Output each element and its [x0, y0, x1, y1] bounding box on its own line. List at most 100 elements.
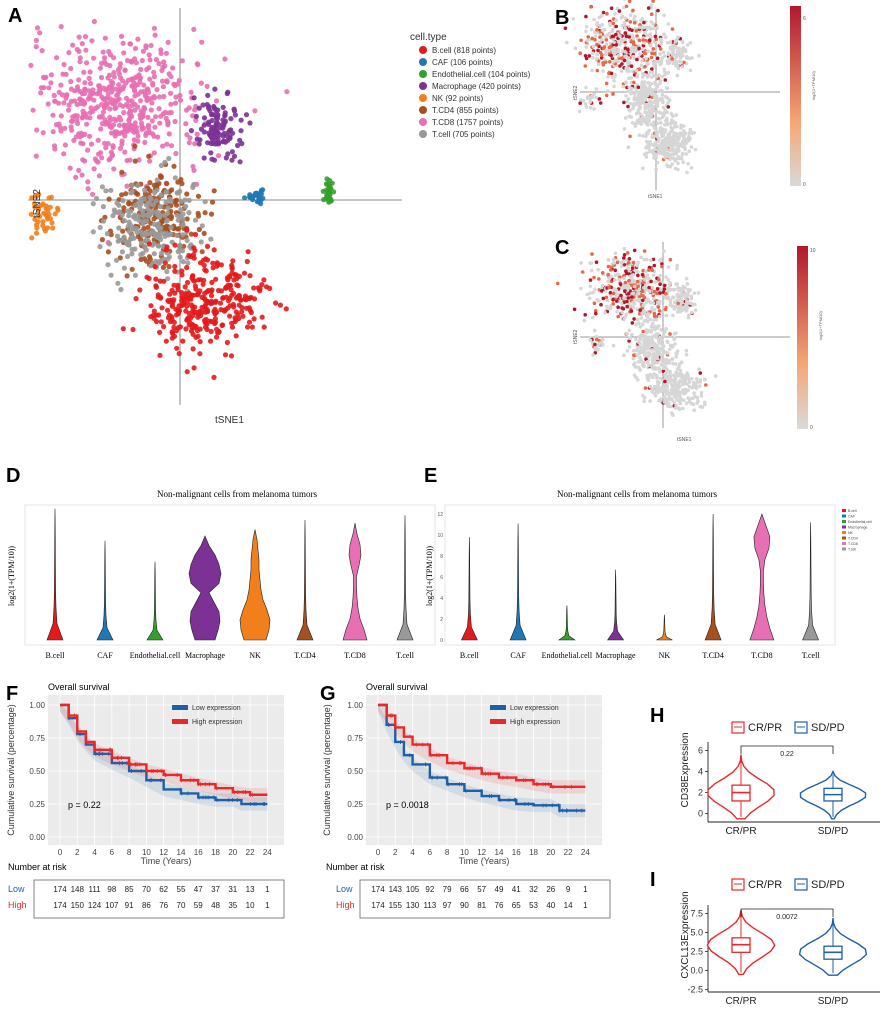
- a-point-macrophage: [211, 157, 218, 163]
- c-point: [650, 338, 654, 343]
- b-point: [618, 34, 622, 38]
- f-risk-value: 1: [265, 885, 270, 894]
- g-risk-value: 65: [512, 901, 521, 910]
- b-point: [652, 96, 657, 100]
- b-point: [677, 46, 681, 51]
- e-plot-frame: [444, 504, 836, 646]
- a-point-t-cell: [144, 212, 150, 218]
- a-point-t-cd4: [132, 143, 138, 149]
- a-point-nk: [34, 230, 40, 236]
- f-legend-label: High expression: [192, 719, 242, 726]
- b-point: [688, 129, 693, 134]
- a-point-t-cell: [97, 224, 103, 231]
- f-risk-value: 150: [71, 901, 85, 910]
- c-point: [628, 274, 632, 279]
- a-point-macrophage: [197, 137, 203, 143]
- c-point: [626, 296, 631, 300]
- c-point: [678, 379, 682, 383]
- a-point-b-cell: [245, 324, 251, 330]
- a-point-macrophage: [229, 157, 235, 163]
- a-point-b-cell: [169, 303, 175, 309]
- a-point-b-cell: [176, 351, 182, 357]
- b-point: [611, 37, 616, 41]
- c-point: [630, 332, 634, 337]
- c-point: [613, 251, 618, 256]
- a-point-t-cd8: [58, 24, 64, 30]
- b-point: [571, 17, 576, 21]
- b-point: [628, 20, 633, 24]
- a-point-t-cell: [162, 212, 168, 219]
- c-point: [642, 295, 647, 300]
- a-point-b-cell: [169, 287, 175, 293]
- x-tick-label: Macrophage: [596, 651, 636, 660]
- e-legend-swatch: [842, 509, 846, 512]
- a-point-endothelial-cell: [331, 189, 337, 195]
- a-point-t-cd8: [77, 88, 83, 95]
- c-point: [648, 289, 652, 294]
- a-point-t-cell: [154, 177, 160, 183]
- b-point: [656, 137, 661, 141]
- c-point: [642, 257, 646, 262]
- c-point: [633, 365, 638, 369]
- b-point: [592, 107, 596, 111]
- b-point: [633, 102, 637, 107]
- a-point-b-cell: [251, 316, 257, 322]
- a-point-b-cell: [179, 298, 185, 304]
- c-point: [673, 382, 678, 386]
- c-point: [668, 257, 673, 262]
- b-point: [623, 26, 628, 31]
- c-point: [685, 371, 689, 375]
- a-point-t-cd8: [121, 110, 127, 116]
- a-point-t-cd8: [168, 109, 174, 116]
- b-point: [609, 6, 614, 10]
- g-risk-value: 155: [389, 901, 403, 910]
- a-point-t-cd8: [172, 83, 178, 89]
- d-tick-labels: B.cell CAF Endothelial.cell Macrophage NK T.C…: [46, 651, 415, 660]
- a-point-t-cd8: [87, 69, 93, 75]
- a-point-t-cd8: [113, 131, 119, 137]
- g-risk-value: 113: [423, 901, 436, 910]
- c-point: [594, 311, 598, 316]
- d-plot-frame: [24, 504, 436, 646]
- c-point: [657, 309, 662, 313]
- b-point: [633, 86, 638, 91]
- a-point-b-cell: [204, 326, 210, 332]
- c-point: [683, 307, 688, 312]
- c-point: [668, 332, 672, 336]
- a-point-t-cd8: [151, 69, 157, 75]
- a-point-b-cell: [185, 316, 191, 322]
- b-point: [636, 85, 641, 90]
- c-point: [692, 380, 696, 385]
- a-point-b-cell: [197, 351, 203, 357]
- a-point-t-cd8: [87, 93, 93, 99]
- a-point-t-cd8: [163, 115, 169, 121]
- b-point: [624, 4, 629, 9]
- a-point-b-cell: [166, 298, 172, 305]
- c-point: [656, 324, 661, 328]
- a-point-b-cell: [157, 278, 163, 284]
- a-point-b-cell: [171, 324, 177, 330]
- a-point-macrophage: [232, 112, 238, 118]
- c-point: [596, 267, 600, 272]
- a-point-b-cell: [261, 277, 267, 283]
- c-point: [687, 380, 692, 384]
- b-point: [623, 31, 628, 35]
- a-point-macrophage: [220, 117, 226, 123]
- a-point-nk: [32, 216, 38, 222]
- b-point: [648, 25, 652, 30]
- a-point-endothelial-cell: [324, 176, 330, 182]
- a-point-t-cell: [158, 230, 164, 237]
- c-point: [678, 395, 682, 400]
- c-point: [663, 283, 667, 288]
- c-point: [698, 371, 703, 375]
- a-point-b-cell: [184, 369, 190, 375]
- c-point: [631, 278, 635, 282]
- g-xlabel: Time (Years): [459, 856, 510, 866]
- b-point: [670, 57, 674, 61]
- c-point: [655, 332, 659, 337]
- f-risk-value: 48: [211, 901, 220, 910]
- h-ylabel: CD38Expression: [680, 732, 691, 807]
- b-point: [583, 64, 588, 68]
- a-point-t-cd8: [126, 110, 132, 116]
- b-point: [693, 147, 698, 152]
